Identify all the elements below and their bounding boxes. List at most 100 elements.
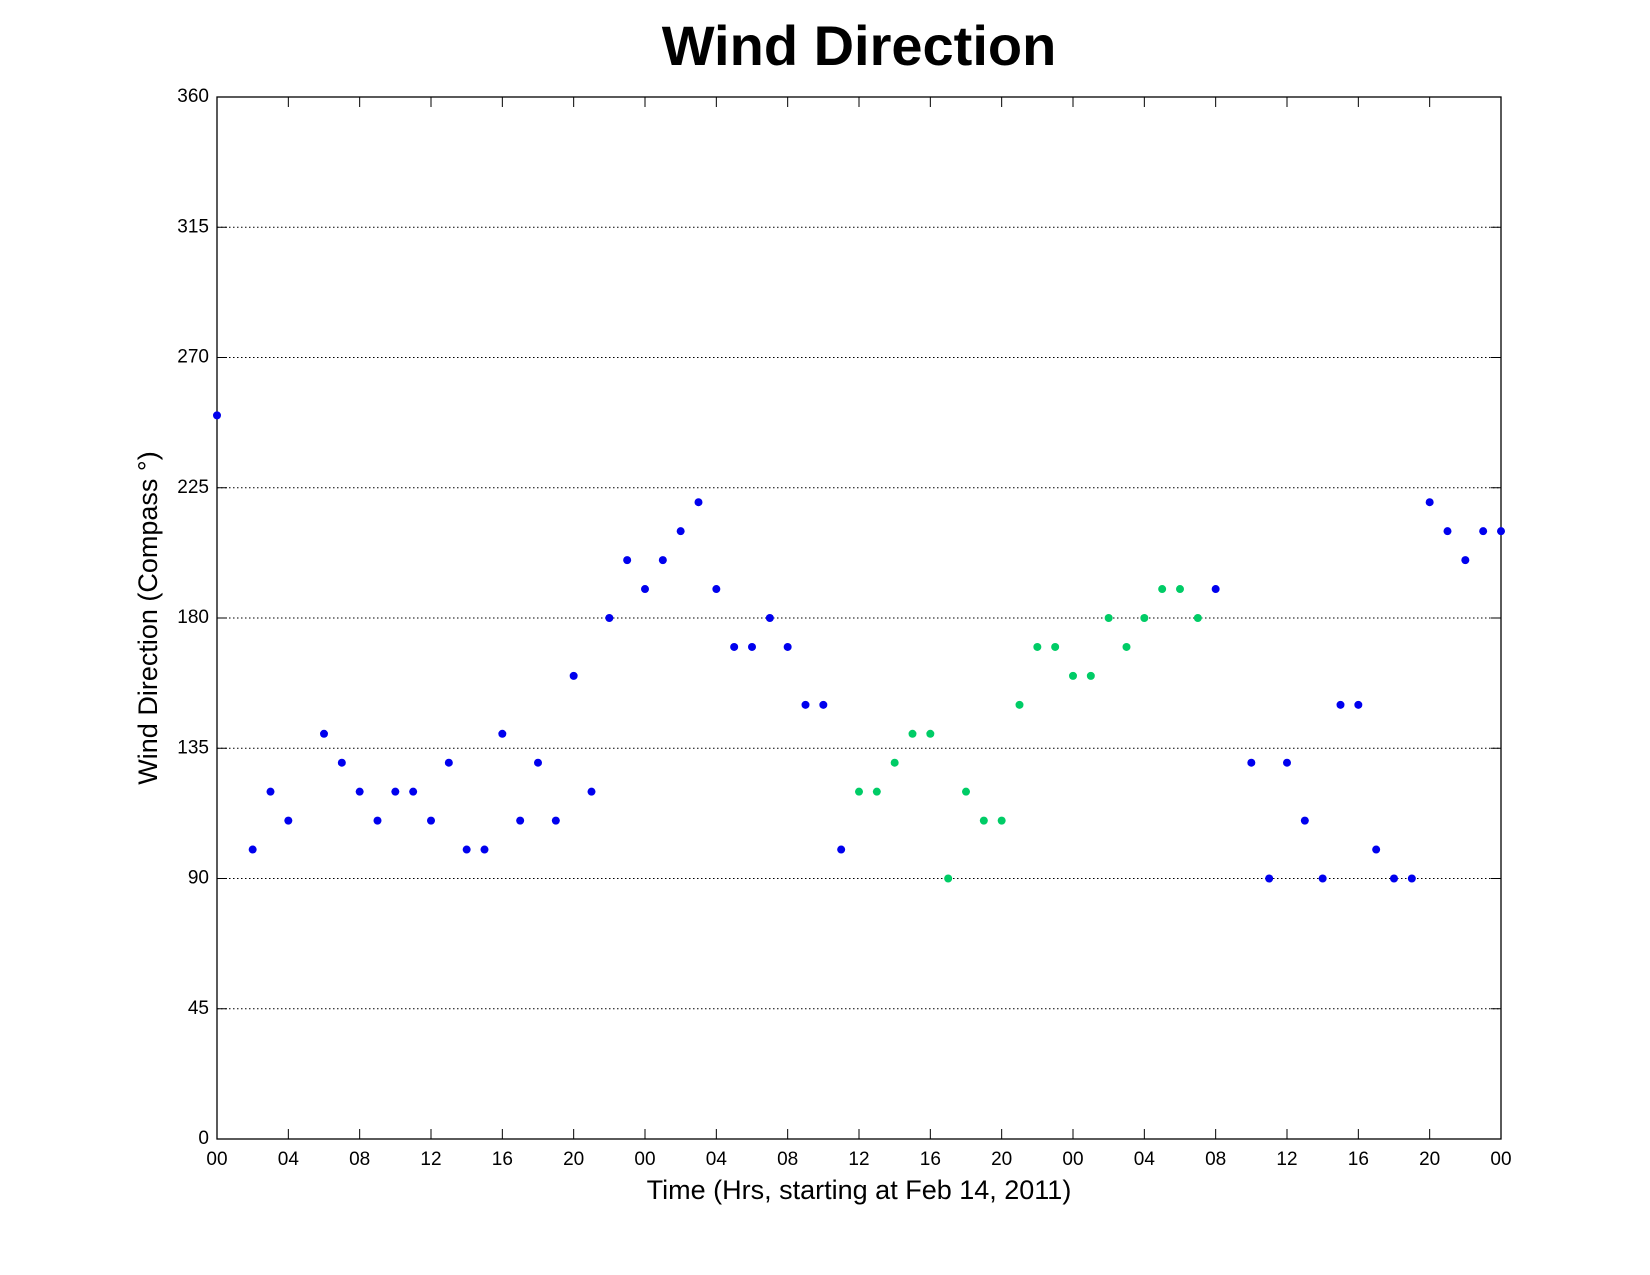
data-point [409, 787, 418, 796]
data-point [391, 787, 400, 796]
data-point [1086, 671, 1095, 680]
x-tick-label: 00 [206, 1149, 227, 1170]
data-point [837, 845, 846, 854]
data-point [962, 787, 970, 796]
data-point [1176, 585, 1184, 594]
x-tick-label: 20 [991, 1149, 1012, 1170]
data-point [623, 556, 632, 565]
x-tick-label: 04 [278, 1149, 300, 1170]
data-point [1300, 816, 1309, 825]
data-point [1015, 700, 1024, 709]
x-tick-label: 20 [563, 1149, 584, 1170]
data-point [926, 729, 935, 738]
x-tick-label: 20 [1419, 1149, 1440, 1170]
data-point [855, 787, 863, 796]
data-point [444, 758, 453, 767]
data-point [569, 671, 578, 680]
data-point [534, 758, 542, 767]
y-tick-label: 0 [198, 1128, 209, 1149]
data-point [551, 816, 560, 825]
y-tick-label: 315 [177, 216, 209, 237]
y-tick-label: 360 [177, 86, 209, 107]
y-tick-label: 135 [177, 737, 209, 758]
data-point [587, 787, 596, 796]
data-point [266, 787, 275, 796]
data-point [1069, 671, 1077, 680]
data-point [890, 758, 899, 767]
plot-frame [216, 96, 1502, 1140]
x-tick-label: 12 [848, 1149, 869, 1170]
x-tick-label: 16 [492, 1149, 513, 1170]
data-point [641, 585, 649, 594]
data-point [1425, 498, 1434, 507]
data-point [748, 642, 756, 651]
data-point [248, 845, 257, 854]
data-point [1104, 614, 1113, 622]
data-point [373, 816, 382, 825]
data-point [908, 729, 917, 738]
x-tick-label: 16 [1348, 1149, 1369, 1170]
y-axis-label: Wind Direction (Compass °) [133, 451, 163, 784]
data-point [1318, 874, 1327, 883]
x-tick-label: 00 [1490, 1149, 1511, 1170]
y-tick-label: 90 [188, 868, 209, 889]
data-point [1479, 527, 1488, 536]
data-point [605, 614, 614, 622]
data-point [480, 845, 489, 854]
data-point [320, 729, 328, 738]
data-point [1461, 556, 1470, 565]
data-point [1407, 874, 1416, 883]
x-tick-label: 00 [1062, 1149, 1083, 1170]
data-point [997, 816, 1006, 825]
x-axis-label: Time (Hrs, starting at Feb 14, 2011) [647, 1175, 1072, 1205]
x-tick-label: 04 [1134, 1149, 1156, 1170]
data-point [1443, 527, 1452, 536]
data-point [1283, 758, 1291, 767]
data-point [1033, 642, 1042, 651]
data-point [819, 700, 828, 709]
data-point [337, 758, 346, 767]
x-tick-label: 16 [920, 1149, 941, 1170]
data-point [284, 816, 293, 825]
data-point [1158, 585, 1167, 594]
data-point [872, 787, 881, 796]
data-point [1497, 527, 1505, 536]
y-tick-label: 225 [177, 477, 209, 498]
data-point [1390, 874, 1398, 883]
data-point [730, 642, 739, 651]
data-point [516, 816, 525, 825]
data-point [427, 816, 435, 825]
data-point [1247, 758, 1256, 767]
x-tick-label: 12 [1276, 1149, 1297, 1170]
x-tick-label: 08 [349, 1149, 370, 1170]
data-point [658, 556, 667, 565]
data-point [783, 642, 792, 651]
x-tick-label: 04 [706, 1149, 728, 1170]
x-tick-label: 00 [634, 1149, 655, 1170]
data-point [462, 845, 471, 854]
data-point [498, 729, 507, 738]
x-tick-label: 08 [777, 1149, 798, 1170]
data-point [1265, 874, 1274, 883]
data-point [1051, 642, 1060, 651]
y-tick-label: 180 [177, 607, 209, 628]
x-tick-label: 08 [1205, 1149, 1226, 1170]
data-point [694, 498, 703, 507]
data-point [676, 527, 685, 536]
data-point [1140, 614, 1149, 622]
y-tick-label: 45 [188, 998, 209, 1019]
y-tick-label: 270 [177, 347, 209, 368]
data-point [1211, 585, 1220, 594]
data-point [801, 700, 810, 709]
data-point [1193, 614, 1202, 622]
data-point [1122, 642, 1131, 651]
data-point [979, 816, 988, 825]
data-point [944, 874, 953, 883]
data-point [213, 411, 221, 420]
data-point [1354, 700, 1363, 709]
data-point [765, 614, 774, 622]
chart-title: Wind Direction [662, 14, 1057, 77]
data-point [1336, 700, 1345, 709]
data-point [1372, 845, 1381, 854]
